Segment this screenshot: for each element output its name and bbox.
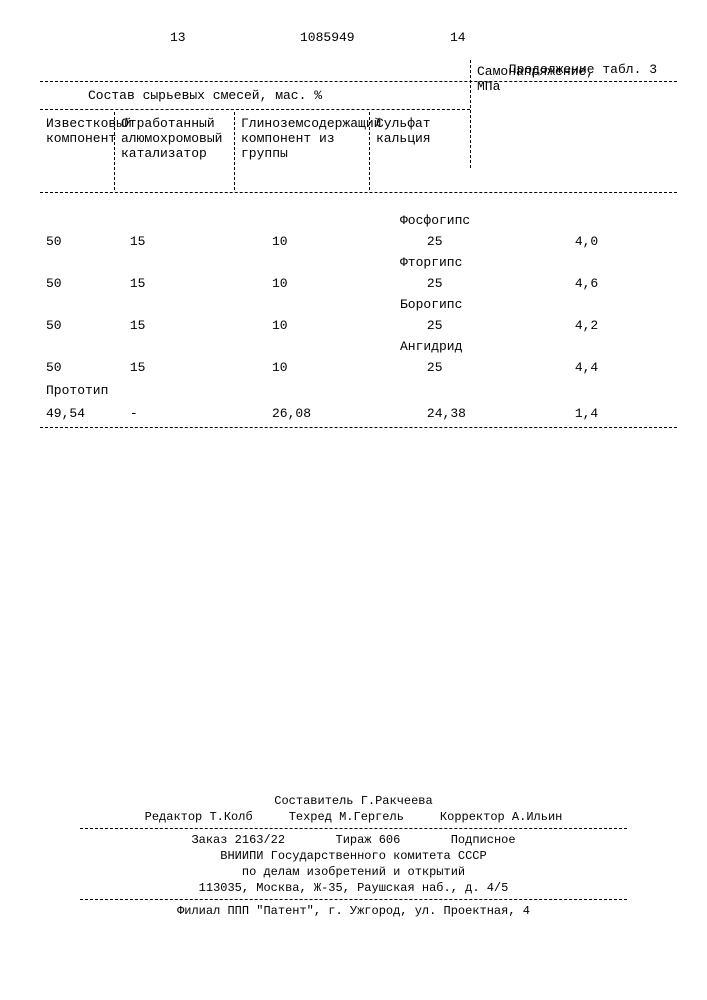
cell: 50	[40, 276, 110, 291]
cell: 24,38	[387, 406, 525, 421]
divider	[40, 427, 677, 428]
divider	[80, 828, 627, 829]
document-number: 1085949	[300, 30, 355, 45]
address-1: 113035, Москва, Ж-35, Раушская наб., д. …	[0, 881, 707, 895]
cell: 10	[232, 360, 387, 375]
editor: Редактор Т.Колб	[145, 810, 253, 824]
cell: 4,4	[525, 360, 677, 375]
cell: 50	[40, 234, 110, 249]
cell: 25	[387, 234, 525, 249]
org-line-1: ВНИИПИ Государственного комитета СССР	[0, 849, 707, 863]
cell: 25	[387, 276, 525, 291]
cell: 15	[110, 360, 232, 375]
branch-address: Филиал ППП "Патент", г. Ужгород, ул. Про…	[0, 904, 707, 918]
table-row: 50 15 10 25 4,0	[40, 234, 677, 249]
group-header: Состав сырьевых смесей, мас. %	[0, 84, 470, 107]
data-table: Состав сырьевых смесей, мас. % Известков…	[40, 84, 677, 428]
cell: 10	[232, 234, 387, 249]
cell: 10	[232, 276, 387, 291]
column-header-self-stress: Самонапряжение, МПа	[470, 60, 598, 168]
cell: 25	[387, 360, 525, 375]
column-header-alumina: Глиноземсодержащий компонент из группы	[235, 112, 370, 190]
row-label: Ангидрид	[40, 339, 677, 354]
page-number-left: 13	[170, 30, 186, 45]
divider	[80, 899, 627, 900]
table-row: 50 15 10 25 4,2	[40, 318, 677, 333]
row-label: Борогипс	[40, 297, 677, 312]
cell: 49,54	[40, 406, 110, 421]
row-label: Фторгипс	[40, 255, 677, 270]
table-row: 50 15 10 25 4,6	[40, 276, 677, 291]
table-row: 49,54 - 26,08 24,38 1,4	[40, 406, 677, 421]
cell: 10	[232, 318, 387, 333]
tech-editor: Техред М.Гергель	[289, 810, 404, 824]
cell: 15	[110, 276, 232, 291]
column-header-catalyst: Отработанный алюмохромовый катализатор	[115, 112, 235, 190]
tirage: Тираж 606	[336, 833, 401, 847]
row-label: Фосфогипс	[40, 213, 677, 228]
divider	[40, 109, 470, 110]
column-header-sulfate: Сульфат кальция	[370, 112, 470, 190]
prototype-label: Прототип	[40, 383, 677, 398]
cell: 4,0	[525, 234, 677, 249]
divider	[40, 192, 677, 193]
subscript: Подписное	[451, 833, 516, 847]
corrector: Корректор А.Ильин	[440, 810, 562, 824]
cell: 50	[40, 318, 110, 333]
cell: 15	[110, 318, 232, 333]
table-row: 50 15 10 25 4,4	[40, 360, 677, 375]
cell: -	[110, 406, 232, 421]
cell: 4,6	[525, 276, 677, 291]
cell: 15	[110, 234, 232, 249]
column-header-lime: Известковый компонент	[40, 112, 115, 190]
compiler: Составитель Г.Ракчеева	[0, 794, 707, 808]
cell: 26,08	[232, 406, 387, 421]
cell: 4,2	[525, 318, 677, 333]
cell: 50	[40, 360, 110, 375]
org-line-2: по делам изобретений и открытий	[0, 865, 707, 879]
cell: 1,4	[525, 406, 677, 421]
footer: Составитель Г.Ракчеева Редактор Т.Колб Т…	[0, 792, 707, 920]
page-number-right: 14	[450, 30, 466, 45]
cell: 25	[387, 318, 525, 333]
order-number: Заказ 2163/22	[191, 833, 285, 847]
